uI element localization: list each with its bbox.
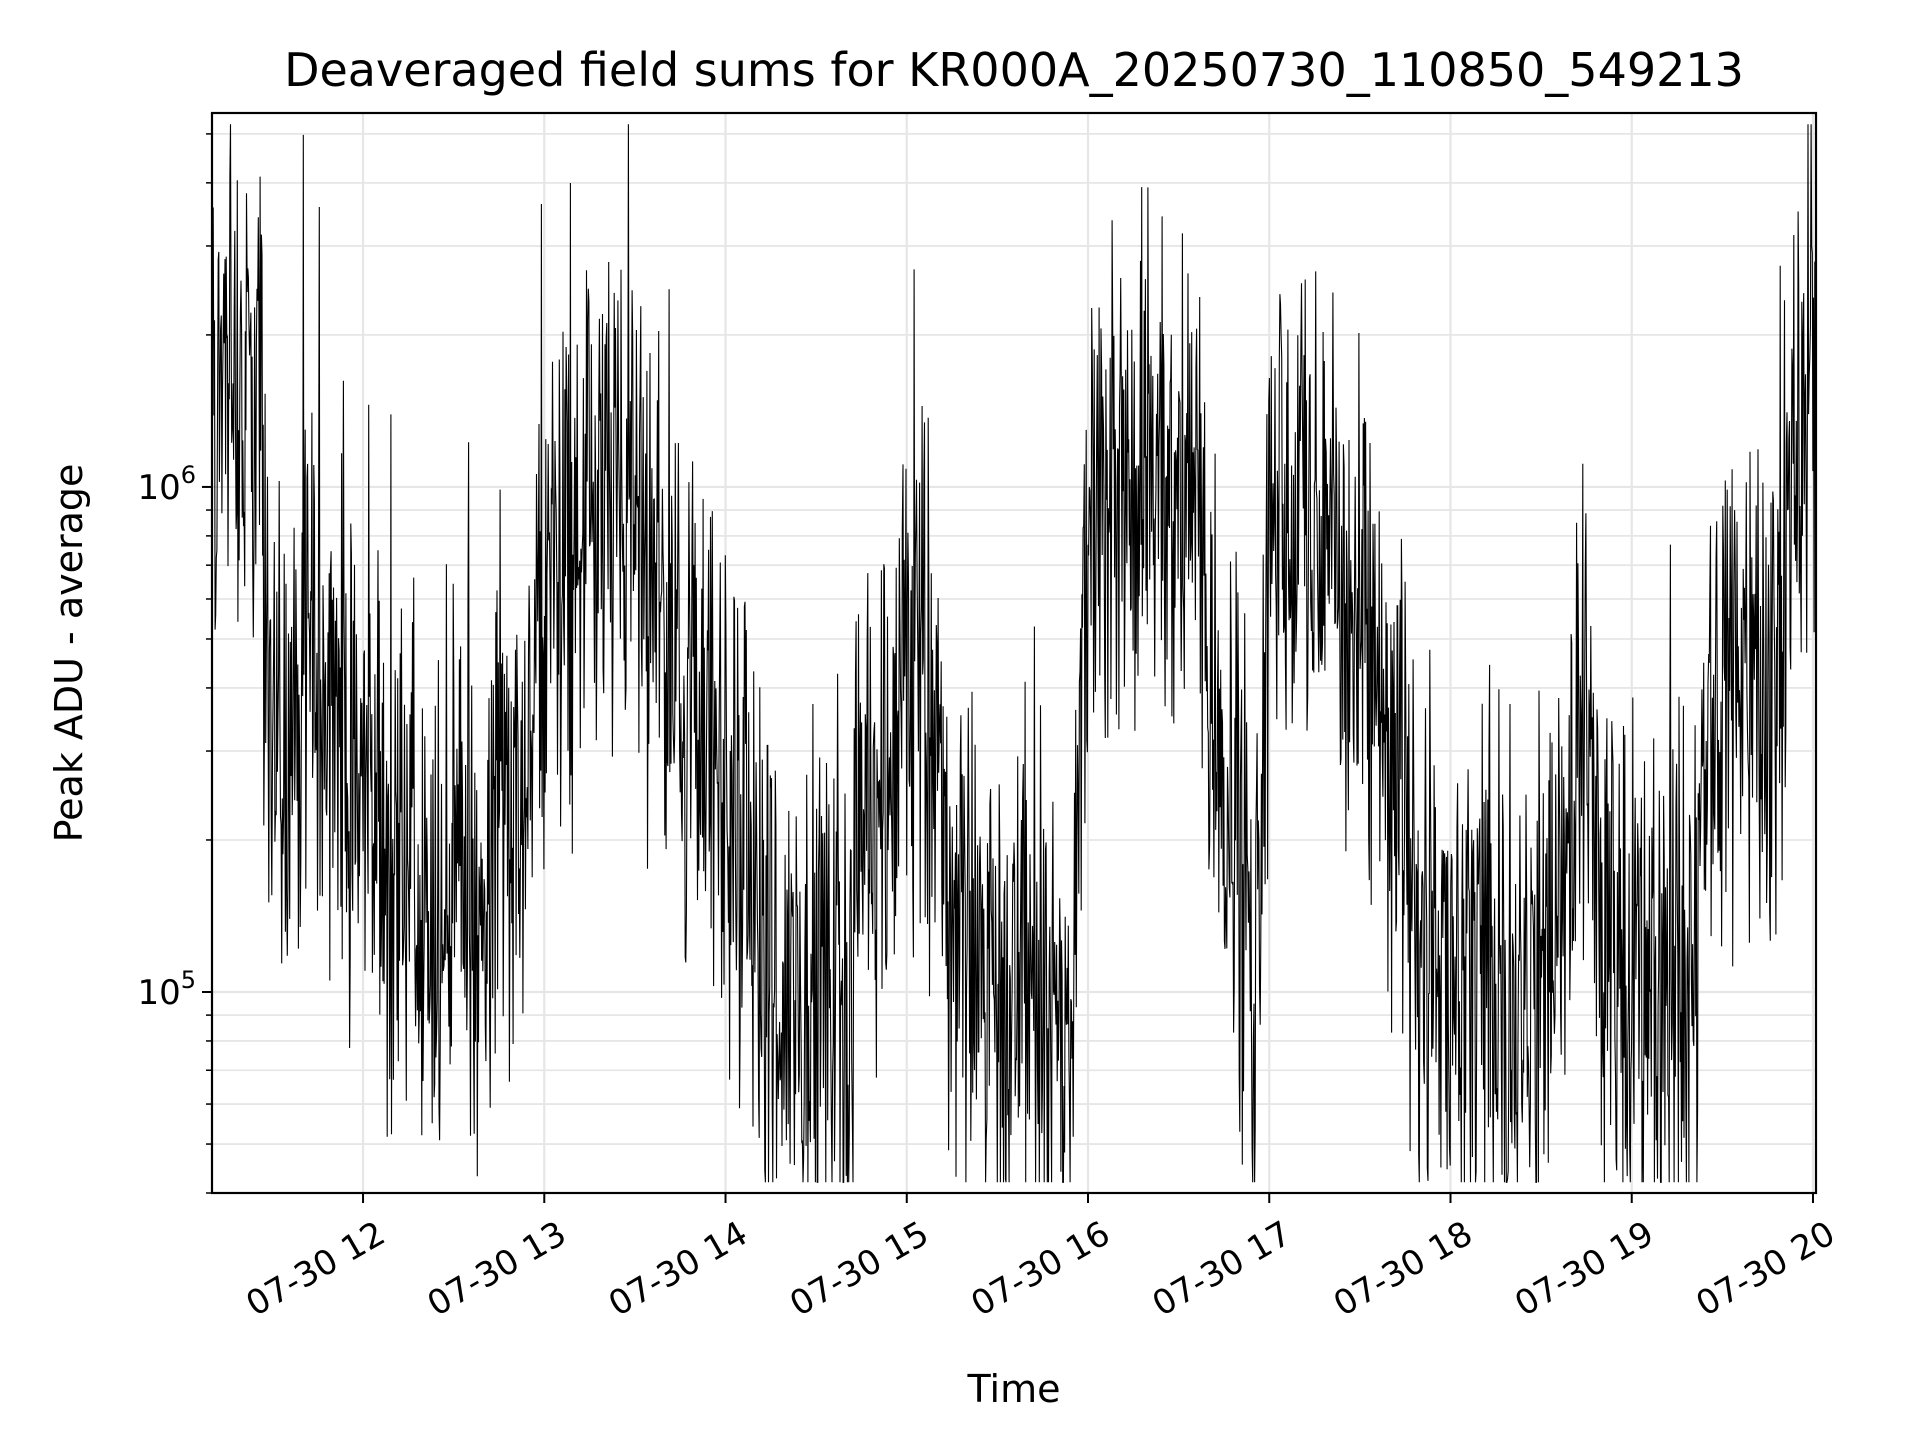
y-tick-label: 106	[137, 461, 196, 508]
data-series	[211, 124, 1817, 1183]
y-tick-label: 105	[137, 966, 196, 1013]
y-axis-label: Peak ADU - average	[47, 464, 91, 843]
x-axis-label: Time	[967, 1367, 1061, 1411]
chart-title: Deaveraged field sums for KR000A_2025073…	[284, 43, 1744, 97]
series-line	[211, 124, 1817, 1183]
plot-frame	[210, 111, 1818, 1195]
